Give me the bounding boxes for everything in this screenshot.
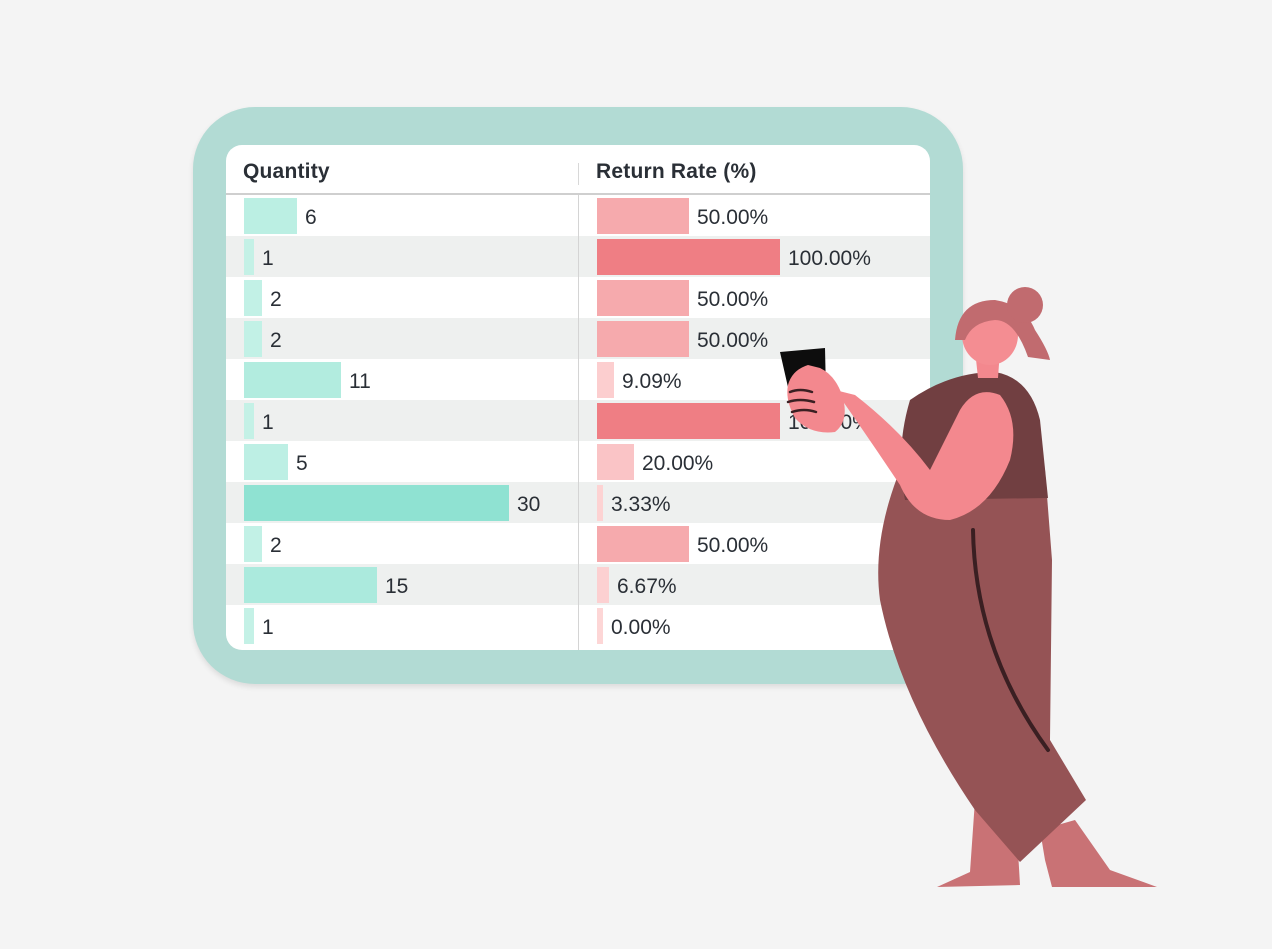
quantity-bar <box>244 444 288 480</box>
column-divider <box>578 195 579 650</box>
quantity-bar <box>244 198 297 234</box>
return-rate-value: 100.00% <box>788 247 871 270</box>
return-rate-value: 0.00% <box>611 616 671 639</box>
table-row[interactable]: 2 50.00% <box>226 277 930 318</box>
quantity-value: 1 <box>262 411 274 434</box>
return-rate-bar <box>597 403 780 439</box>
return-rate-bar <box>597 321 689 357</box>
table-row[interactable]: 5 20.00% <box>226 441 930 482</box>
quantity-bar <box>244 526 262 562</box>
quantity-value: 2 <box>270 288 282 311</box>
quantity-bar <box>244 239 254 275</box>
return-rate-bar <box>597 526 689 562</box>
return-rate-bar <box>597 485 603 521</box>
quantity-value: 1 <box>262 247 274 270</box>
quantity-value: 30 <box>517 493 541 516</box>
quantity-value: 1 <box>262 616 274 639</box>
quantity-bar <box>244 403 254 439</box>
return-rate-bar <box>597 362 614 398</box>
quantity-value: 11 <box>349 370 371 393</box>
table-row[interactable]: 1 100.00% <box>226 236 930 277</box>
table-row[interactable]: 1 0.00% <box>226 605 930 646</box>
return-rate-value: 50.00% <box>697 206 769 229</box>
table-row[interactable]: 11 9.09% <box>226 359 930 400</box>
return-rate-value: 50.00% <box>697 329 769 352</box>
header-divider <box>578 163 579 185</box>
quantity-value: 2 <box>270 534 282 557</box>
table-row[interactable]: 2 50.00% <box>226 523 930 564</box>
return-rate-value: 50.00% <box>697 534 769 557</box>
quantity-value: 15 <box>385 575 409 598</box>
return-rate-bar <box>597 239 780 275</box>
return-rate-bar <box>597 608 603 644</box>
return-rate-value: 6.67% <box>617 575 677 598</box>
quantity-value: 5 <box>296 452 308 475</box>
quantity-value: 2 <box>270 329 282 352</box>
quantity-bar <box>244 485 509 521</box>
quantity-bar <box>244 567 377 603</box>
return-rate-bar <box>597 567 609 603</box>
return-rate-value: 3.33% <box>611 493 671 516</box>
return-rate-value: 9.09% <box>622 370 682 393</box>
column-header-quantity[interactable]: Quantity <box>243 160 330 183</box>
return-rate-bar <box>597 280 689 316</box>
column-header-return-rate[interactable]: Return Rate (%) <box>596 160 757 183</box>
return-rate-bar <box>597 444 634 480</box>
return-rate-value: 50.00% <box>697 288 769 311</box>
person-holding-phone-icon <box>780 287 1157 887</box>
quantity-bar <box>244 608 254 644</box>
quantity-value: 6 <box>305 206 317 229</box>
quantity-bar <box>244 321 262 357</box>
table-header: Quantity Return Rate (%) <box>226 145 930 195</box>
table-row[interactable]: 6 50.00% <box>226 195 930 236</box>
quantity-bar <box>244 362 341 398</box>
return-rate-value: 20.00% <box>642 452 714 475</box>
quantity-bar <box>244 280 262 316</box>
return-rate-bar <box>597 198 689 234</box>
